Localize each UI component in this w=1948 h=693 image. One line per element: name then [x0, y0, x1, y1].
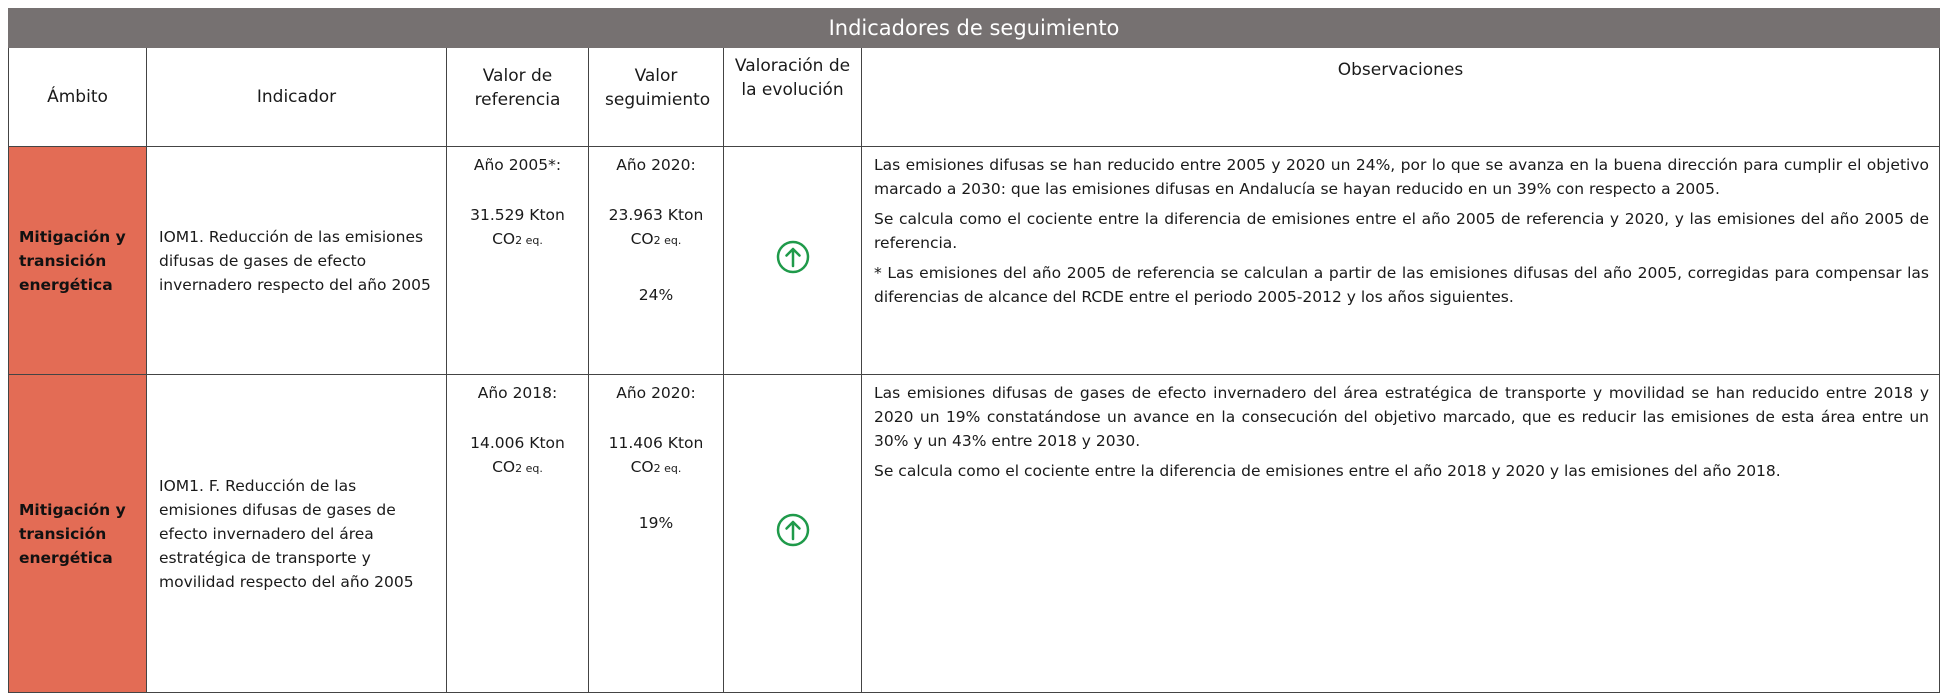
value: 14.006 Kton: [470, 434, 565, 452]
table-title: Indicadores de seguimiento: [8, 8, 1940, 48]
unit-sub: 2 eq.: [653, 462, 682, 475]
paragraph: Se calcula como el cociente entre la dif…: [874, 462, 1781, 480]
unit: CO2 eq.: [589, 227, 723, 253]
column-header: Observaciones: [861, 47, 1940, 147]
year: Año 2020:: [616, 384, 696, 402]
reference-value: Año 2005*: 31.529 Kton CO2 eq.: [446, 146, 589, 375]
year: Año 2005*:: [473, 156, 562, 174]
unit-main: CO: [630, 458, 654, 476]
evolution: [723, 146, 862, 375]
up-arrow-icon: [776, 240, 809, 274]
year: Año 2020:: [616, 156, 696, 174]
paragraph: Se calcula como el cociente entre la dif…: [874, 210, 1929, 252]
paragraph: * Las emisiones del año 2005 de referenc…: [874, 264, 1929, 306]
evolution: [723, 374, 862, 693]
value: 23.963 Kton: [608, 206, 704, 224]
year: Año 2018:: [477, 384, 558, 402]
reference-value: Año 2018: 14.006 Kton CO2 eq.: [446, 374, 589, 693]
tracking-value: Año 2020: 23.963 Kton CO2 eq. 24%: [588, 146, 724, 375]
column-header: Valoración de la evolución: [723, 47, 862, 147]
column-header: Ámbito: [8, 47, 147, 147]
unit: CO2 eq.: [589, 455, 723, 481]
tracking-value: Año 2020: 11.406 Kton CO2 eq. 19%: [588, 374, 724, 693]
unit-sub: 2 eq.: [653, 234, 682, 247]
unit-main: CO: [492, 230, 516, 248]
indicator-table: Indicadores de seguimiento Ámbito Indica…: [8, 8, 1940, 693]
percent: 19%: [638, 514, 674, 532]
unit-sub: 2 eq.: [515, 462, 543, 475]
up-arrow-icon: [776, 513, 809, 547]
value: 31.529 Kton: [470, 206, 565, 224]
ambito: Mitigación y transición energética: [8, 374, 147, 693]
unit: CO2 eq.: [447, 227, 588, 253]
column-header: Valor de referencia: [446, 47, 589, 147]
indicador: IOM1. F. Reducción de las emisiones difu…: [146, 374, 447, 693]
ambito: Mitigación y transición energética: [8, 146, 147, 375]
paragraph: Las emisiones difusas se han reducido en…: [874, 156, 1929, 198]
observaciones: Las emisiones difusas de gases de efecto…: [861, 374, 1940, 693]
unit: CO2 eq.: [447, 455, 588, 481]
unit-main: CO: [492, 458, 516, 476]
indicador: IOM1. Reducción de las emisiones difusas…: [146, 146, 447, 375]
value: 11.406 Kton: [608, 434, 704, 452]
observaciones: Las emisiones difusas se han reducido en…: [861, 146, 1940, 375]
column-header: Valor seguimiento: [588, 47, 724, 147]
column-header: Indicador: [146, 47, 447, 147]
percent: 24%: [638, 286, 674, 304]
paragraph: Las emisiones difusas de gases de efecto…: [874, 384, 1929, 450]
unit-sub: 2 eq.: [515, 234, 543, 247]
unit-main: CO: [630, 230, 654, 248]
